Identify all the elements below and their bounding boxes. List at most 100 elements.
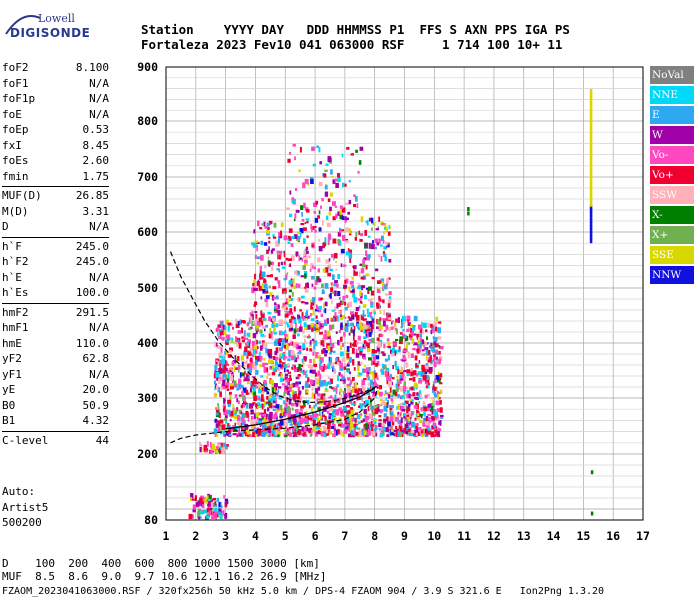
- param-row: foF1 N/A: [2, 76, 109, 92]
- echo-point: [377, 390, 380, 395]
- echo-point: [218, 368, 223, 374]
- echo-point: [256, 256, 261, 260]
- echo-point: [312, 428, 315, 433]
- echo-point: [292, 382, 297, 388]
- y-tick-label: 700: [137, 170, 158, 184]
- echo-point: [225, 339, 230, 343]
- echo-point: [332, 397, 334, 402]
- echo-point: [337, 375, 340, 382]
- echo-point: [383, 366, 387, 370]
- echo-point: [322, 347, 326, 351]
- echo-point: [378, 419, 382, 422]
- echo-point: [313, 345, 316, 350]
- echo-point: [352, 329, 355, 334]
- echo-point: [344, 363, 348, 366]
- echo-point: [416, 333, 420, 338]
- echo-point: [217, 361, 220, 366]
- echo-point: [317, 407, 321, 411]
- echo-point: [332, 216, 336, 221]
- echo-point: [439, 407, 443, 413]
- echo-point: [335, 385, 338, 391]
- echo-point: [210, 507, 214, 511]
- echo-point: [330, 282, 333, 286]
- echo-point: [275, 404, 280, 409]
- echo-point: [313, 323, 317, 327]
- echo-point: [376, 280, 381, 284]
- echo-point: [433, 340, 437, 346]
- echo-point: [261, 389, 265, 394]
- echo-point: [227, 370, 230, 374]
- echo-point: [298, 319, 302, 324]
- echo-point: [287, 371, 292, 374]
- echo-point: [273, 327, 276, 334]
- echo-point: [413, 397, 418, 400]
- echo-point: [304, 431, 306, 436]
- echo-point: [218, 412, 221, 419]
- echo-point: [255, 430, 258, 434]
- echo-point: [349, 280, 354, 285]
- param-value: 62.8: [82, 352, 110, 365]
- echo-point: [244, 423, 249, 430]
- echo-point: [310, 263, 314, 269]
- echo-point: [589, 135, 593, 141]
- echo-point: [301, 316, 305, 319]
- echo-point: [345, 217, 350, 221]
- echo-point: [300, 301, 305, 304]
- echo-point: [308, 384, 311, 388]
- echo-point: [589, 191, 593, 197]
- echo-point: [401, 359, 406, 362]
- echo-point: [364, 294, 367, 300]
- echo-point: [388, 296, 392, 302]
- echo-point: [267, 398, 272, 403]
- echo-point: [329, 206, 332, 212]
- echo-point: [214, 429, 218, 432]
- echo-point: [357, 335, 361, 341]
- echo-point: [188, 513, 193, 520]
- echo-point: [390, 405, 394, 412]
- echo-point: [340, 214, 344, 218]
- echo-point: [355, 352, 360, 358]
- echo-point: [224, 415, 228, 419]
- echo-point: [311, 338, 315, 342]
- echo-point: [311, 387, 314, 391]
- echo-point: [393, 325, 396, 329]
- echo-point: [329, 351, 332, 355]
- echo-point: [269, 367, 273, 370]
- echo-point: [336, 384, 339, 388]
- echo-point: [280, 408, 284, 414]
- echo-point: [217, 511, 222, 515]
- echo-point: [347, 433, 352, 438]
- echo-point: [293, 285, 296, 289]
- echo-point: [380, 244, 383, 247]
- echo-point: [275, 323, 279, 328]
- echo-point: [310, 312, 312, 317]
- echo-point: [362, 356, 367, 360]
- echo-point: [371, 318, 375, 324]
- x-tick-label: 10: [427, 529, 441, 543]
- echo-point: [355, 306, 360, 311]
- echo-point: [285, 274, 288, 280]
- echo-point: [219, 355, 223, 359]
- echo-point: [222, 375, 225, 381]
- echo-point: [352, 431, 356, 435]
- echo-point: [440, 414, 444, 418]
- echo-point: [306, 347, 309, 351]
- echo-point: [301, 211, 304, 217]
- echo-point: [438, 345, 441, 349]
- echo-point: [427, 430, 432, 434]
- echo-point: [374, 424, 378, 430]
- echo-point: [249, 312, 252, 315]
- echo-point: [320, 313, 324, 318]
- echo-point: [411, 325, 416, 331]
- echo-point: [241, 327, 243, 334]
- echo-point: [288, 399, 292, 405]
- echo-point: [265, 349, 269, 354]
- echo-point: [349, 249, 352, 255]
- echo-point: [302, 255, 305, 259]
- echo-point: [281, 338, 285, 343]
- echo-point: [238, 343, 242, 349]
- echo-point: [268, 236, 271, 239]
- echo-point: [235, 336, 237, 342]
- echo-point: [256, 339, 258, 345]
- echo-point: [234, 394, 238, 398]
